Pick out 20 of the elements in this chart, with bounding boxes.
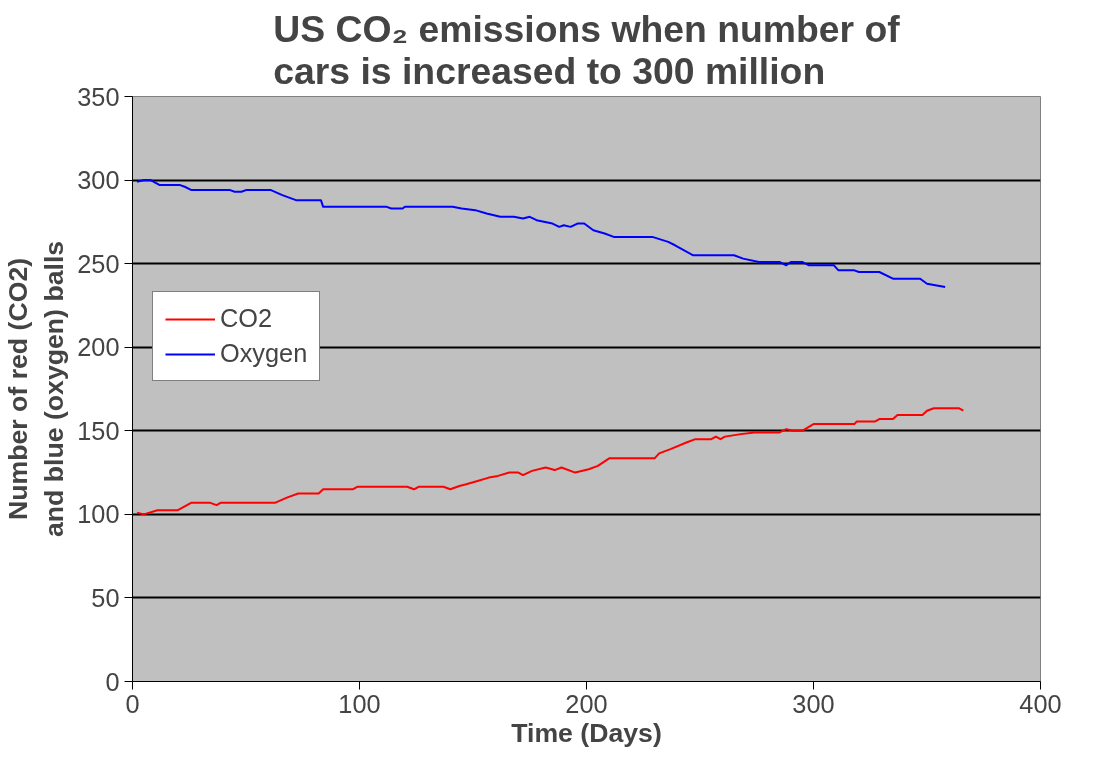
chart-title: US CO₂ emissions when number of cars is increased to 300 million [273, 7, 901, 92]
y-tick-label: 150 [77, 416, 120, 445]
x-tick-label: 200 [565, 689, 608, 718]
x-tick-label: 400 [1019, 689, 1062, 718]
y-tick-label: 0 [105, 667, 120, 696]
y-tick-label: 200 [77, 333, 120, 362]
y-tick-label: 50 [91, 583, 120, 612]
y-tick-label: 350 [77, 82, 120, 111]
line-series [136, 179, 947, 289]
x-tick-label: 100 [338, 689, 381, 718]
x-tick-label: 0 [125, 689, 140, 718]
y-tick-label: 250 [77, 249, 120, 278]
y-axis-title: Number of red (CO2) and blue (oxygen) balls [3, 240, 70, 538]
legend-label: CO2 [220, 304, 273, 333]
y-tick-label: 100 [77, 500, 120, 529]
y-tick-label: 300 [77, 166, 120, 195]
x-tick-label: 300 [792, 689, 835, 718]
legend-label: Oxygen [220, 339, 308, 368]
x-axis-title: Time (Days) [511, 717, 662, 748]
line-series [136, 407, 965, 516]
